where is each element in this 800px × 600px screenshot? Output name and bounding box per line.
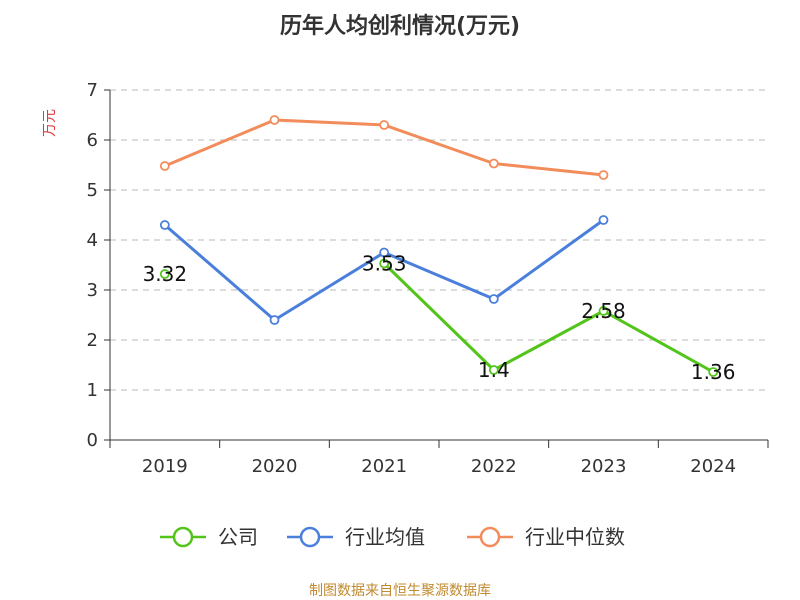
- data-label: 1.4: [478, 358, 510, 382]
- x-tick-label: 2024: [690, 456, 736, 477]
- data-point: [159, 269, 170, 279]
- series-line: [383, 262, 714, 374]
- data-point: [159, 220, 170, 230]
- data-point: [269, 315, 280, 325]
- axes: 0 1 2 3 4 5 6 7 2019 2020 2021 2022 2023 2024: [87, 80, 769, 477]
- data-point: [488, 365, 499, 375]
- data-point: [488, 158, 499, 169]
- legend-swatch-marker: [299, 526, 321, 548]
- data-label: 1.36: [691, 360, 736, 384]
- legend-label: 行业均值: [345, 525, 425, 549]
- data-point: [379, 247, 390, 258]
- y-tick-label: 1: [87, 380, 98, 401]
- y-tick-label: 2: [87, 330, 98, 351]
- series-layer: [159, 115, 719, 377]
- grid: [110, 89, 768, 391]
- y-tick-label: 4: [87, 230, 98, 251]
- data-point: [269, 115, 280, 125]
- legend: 公司 行业均值 行业中位数: [160, 525, 625, 549]
- data-point: [708, 367, 719, 377]
- data-label: 3.53: [362, 252, 407, 276]
- data-label: 2.58: [581, 299, 626, 323]
- x-tick-label: 2021: [361, 456, 407, 477]
- y-tick-label: 7: [87, 80, 98, 101]
- y-tick-label: 3: [87, 280, 98, 301]
- chart-title: 历年人均创利情况(万元): [280, 13, 520, 39]
- data-label: 3.32: [143, 262, 188, 286]
- x-tick-label: 2023: [581, 456, 627, 477]
- data-point: [379, 258, 390, 269]
- y-tick-label: 0: [87, 430, 98, 451]
- x-tick-label: 2022: [471, 456, 517, 477]
- x-tick-label: 2020: [252, 456, 298, 477]
- y-tick-label: 6: [87, 130, 98, 151]
- data-point: [379, 120, 390, 130]
- data-label-layer: 3.32 3.53 1.4 2.58 1.36: [143, 252, 736, 385]
- x-tick-label: 2019: [142, 456, 188, 477]
- data-point: [598, 215, 609, 225]
- data-point: [598, 170, 609, 180]
- legend-label: 公司: [218, 525, 258, 549]
- legend-swatch-marker: [172, 526, 194, 548]
- data-point: [488, 294, 499, 304]
- data-point: [159, 161, 170, 171]
- data-point: [598, 306, 609, 316]
- legend-label: 行业中位数: [525, 525, 625, 549]
- y-tick-label: 5: [87, 180, 98, 201]
- source-footer: 制图数据来自恒生聚源数据库: [309, 583, 491, 599]
- legend-swatch-marker: [479, 526, 501, 548]
- y-axis-label: 万元: [42, 109, 58, 137]
